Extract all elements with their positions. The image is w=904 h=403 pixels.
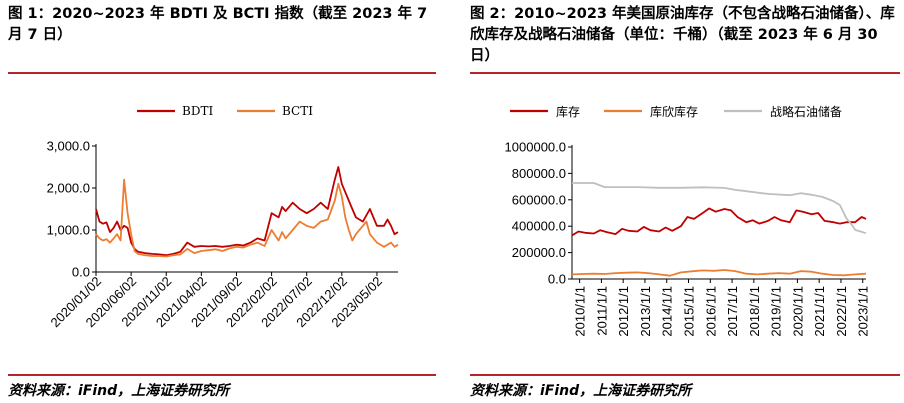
x-tick-label: 2021/1/1 — [812, 286, 827, 337]
x-axis-ticks: 2020/01/022020/06/022020/11/022021/04/02… — [47, 272, 385, 330]
legend-label-spr: 战略石油储备 — [770, 104, 842, 119]
y-tick-label: 0.0 — [72, 265, 90, 280]
x-tick-label: 2018/1/1 — [747, 286, 762, 337]
bdti-bcti-chart: BDTI BCTI 0.0 1,000.0 2,000.0 3,000.0 2020/… — [47, 104, 399, 330]
series-line-2 — [572, 182, 867, 235]
figure-1-title: 图 1：2020~2023 年 BDTI 及 BCTI 指数（截至 2023 年… — [8, 6, 428, 43]
source-divider — [470, 374, 900, 376]
x-axis-ticks: 2010/1/1 2011/1/1 2012/1/1 2013/1/1 2014/1/1… — [573, 279, 871, 337]
bdti-bcti-figure: 图 1：2020~2023 年 BDTI 及 BCTI 指数（截至 2023 年… — [0, 0, 440, 403]
x-tick-label: 2014/1/1 — [660, 286, 675, 337]
y-tick-label: 800000.0 — [512, 166, 566, 181]
legend-label-commercial: 库存 — [556, 104, 580, 119]
legend-label-bcti: BCTI — [282, 104, 313, 118]
series-line-1 — [571, 269, 867, 277]
y-tick-label: 3,000.0 — [47, 139, 90, 154]
series-line-0 — [571, 207, 867, 237]
chart-legend: BDTI BCTI — [137, 104, 313, 118]
chart-axes — [571, 145, 866, 280]
series-lines — [95, 166, 399, 258]
chart-axes — [95, 144, 398, 273]
source-divider — [8, 374, 436, 376]
legend-label-bdti: BDTI — [182, 104, 213, 118]
x-tick-label: 2019/1/1 — [769, 286, 784, 337]
x-tick-label: 2016/1/1 — [703, 286, 718, 337]
y-axis-ticks: 0.0 1,000.0 2,000.0 3,000.0 — [47, 139, 96, 280]
title-divider — [8, 72, 436, 74]
x-tick-label: 2020/1/1 — [790, 286, 805, 337]
x-tick-label: 2011/1/1 — [594, 286, 609, 336]
x-tick-label: 2017/1/1 — [725, 286, 740, 337]
y-tick-label: 1,000.0 — [47, 223, 90, 238]
y-tick-label: 2,000.0 — [47, 181, 90, 196]
us-crude-inventory-figure: 图 2：2010~2023 年美国原油库存（不包含战略石油储备）、库欣库存及战略… — [462, 0, 904, 403]
x-tick-label: 2012/1/1 — [616, 286, 631, 337]
series-line-1 — [95, 178, 399, 258]
legend-label-cushing: 库欣库存 — [650, 104, 698, 119]
series-line-0 — [95, 166, 399, 257]
y-tick-label: 400000.0 — [512, 219, 566, 234]
y-tick-label: 200000.0 — [512, 245, 566, 260]
x-tick-label: 2010/1/1 — [573, 286, 588, 337]
x-tick-label: 2015/1/1 — [682, 286, 697, 337]
figure-2-title: 图 2：2010~2023 年美国原油库存（不包含战略石油储备）、库欣库存及战略… — [470, 6, 895, 64]
us-crude-inventory-chart: 库存 库欣库存 战略石油储备 0.0 200000.0 400000.0 600000… — [505, 104, 871, 337]
y-tick-label: 1000000.0 — [505, 140, 566, 155]
x-tick-label: 2023/1/1 — [856, 286, 871, 337]
x-tick-label: 2022/1/1 — [834, 286, 849, 337]
chart-legend: 库存 库欣库存 战略石油储备 — [510, 104, 842, 119]
y-tick-label: 600000.0 — [512, 192, 566, 207]
title-divider — [470, 72, 900, 74]
source-note: 资料来源：iFind，上海证券研究所 — [8, 383, 230, 399]
x-tick-label: 2013/1/1 — [638, 286, 653, 337]
series-lines — [571, 182, 867, 277]
source-note: 资料来源：iFind，上海证券研究所 — [470, 383, 692, 399]
y-axis-ticks: 0.0 200000.0 400000.0 600000.0 800000.0 10000… — [505, 140, 572, 287]
y-tick-label: 0.0 — [548, 272, 566, 287]
